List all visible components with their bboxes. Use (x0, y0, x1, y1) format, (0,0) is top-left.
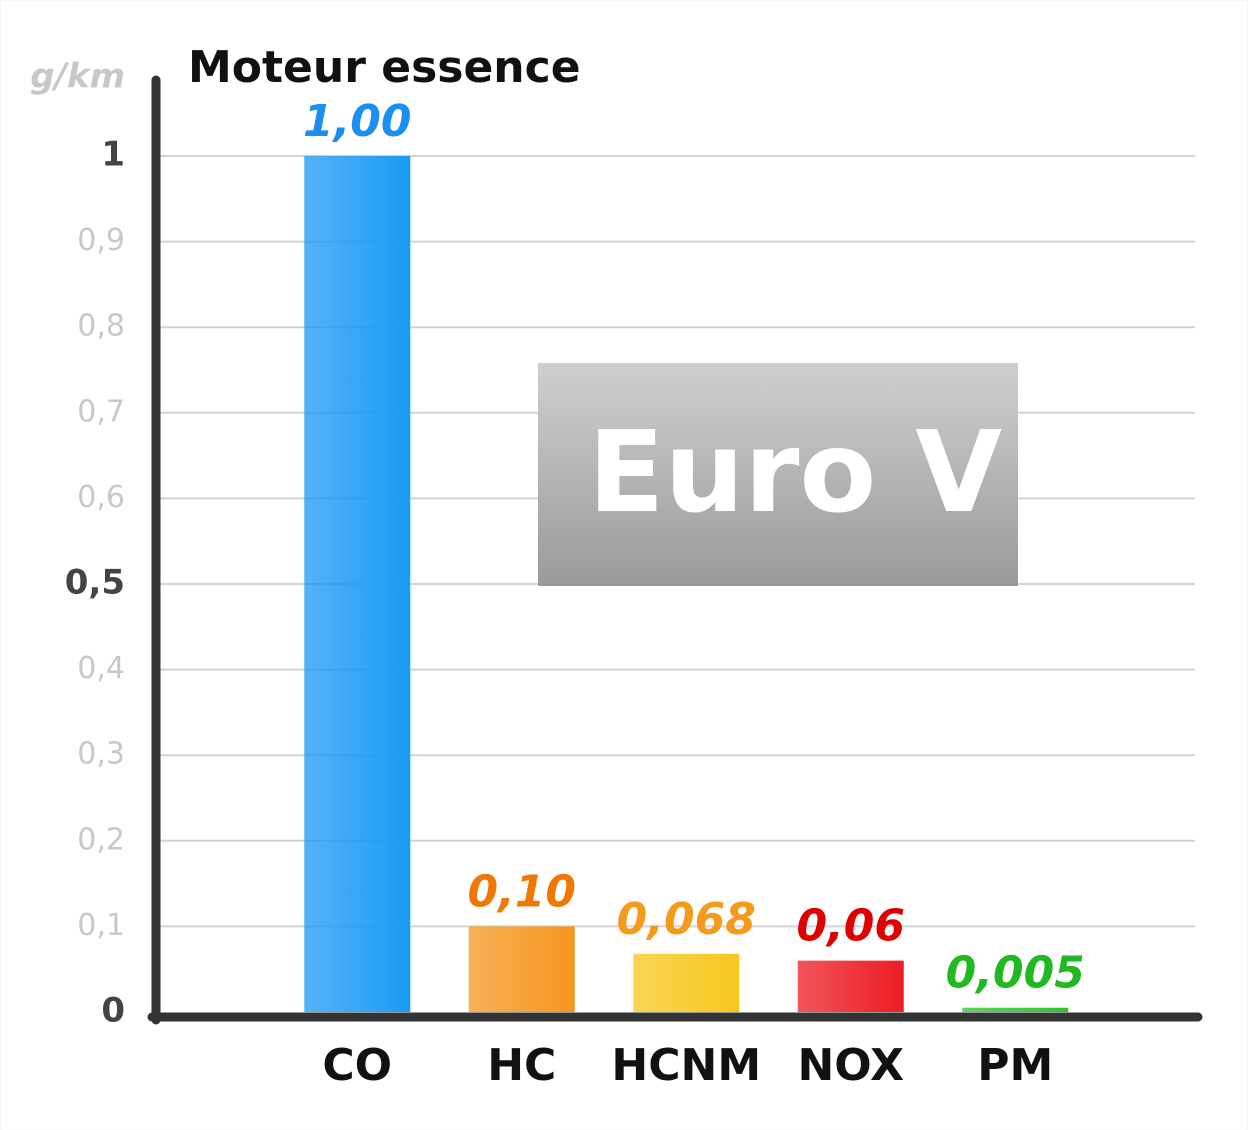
y-tick-label: 0,7 (77, 394, 125, 429)
x-tick-label: HCNM (611, 1040, 761, 1091)
annotation: Euro V (588, 408, 1002, 538)
chart-title: Moteur essence (188, 42, 581, 93)
x-tick-label: NOX (797, 1040, 904, 1091)
value-label: 0,06 (796, 901, 905, 952)
bar (304, 156, 411, 1012)
y-unit: g/km (30, 57, 125, 97)
value-label: 1,00 (303, 96, 412, 147)
annotation-box (538, 363, 1018, 586)
y-tick-label: 0 (101, 991, 125, 1031)
y-tick-label: 0,6 (77, 480, 125, 515)
bar (797, 960, 904, 1012)
bar (962, 1007, 1069, 1012)
y-tick-label: 0,8 (77, 309, 125, 344)
x-tick-label: HC (487, 1040, 556, 1091)
bar (468, 926, 575, 1012)
y-tick-label: 0,9 (77, 223, 125, 258)
y-tick-label: 1 (101, 135, 125, 175)
value-label: 0,005 (946, 948, 1085, 999)
y-tick-label: 0,5 (65, 563, 125, 603)
y-tick-label: 0,4 (77, 651, 125, 686)
x-tick-label: PM (977, 1040, 1053, 1091)
y-tick-label: 0,3 (77, 737, 125, 772)
x-tick-label: CO (322, 1040, 392, 1091)
value-label: 0,068 (617, 894, 756, 945)
y-tick-label: 0,1 (77, 908, 125, 943)
bars (304, 156, 1069, 1012)
bar (633, 953, 740, 1012)
value-label: 0,10 (467, 866, 576, 917)
y-tick-label: 0,2 (77, 822, 125, 857)
